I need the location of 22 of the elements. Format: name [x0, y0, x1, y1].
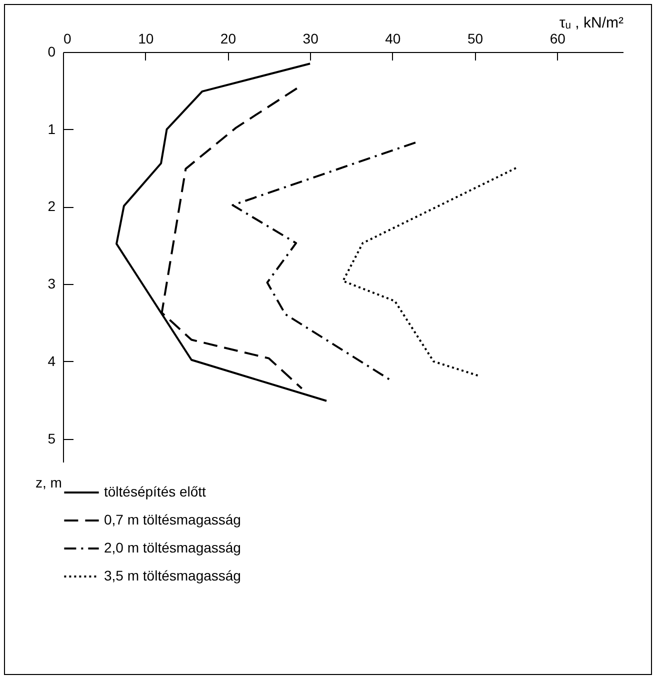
x-tick-label: 50	[467, 30, 484, 46]
y-tick-label: 2	[48, 198, 56, 214]
x-tick-label: 30	[302, 30, 319, 46]
line-series	[232, 142, 416, 380]
x-tick-label: 40	[385, 30, 401, 46]
y-tick-label: 1	[48, 120, 56, 137]
legend-label: 3,5 m töltésmagasság	[104, 568, 241, 584]
legend-label: 0,7 m töltésmagasság	[104, 512, 241, 528]
y-axis-title: z, m	[36, 474, 62, 490]
x-tick-label: 0	[64, 30, 72, 46]
legend-label: töltésépítés előtt	[104, 484, 206, 500]
line-series	[342, 167, 517, 378]
x-axis-title: τᵤ , kN/m²	[559, 14, 624, 32]
x-tick-label: 20	[220, 30, 236, 46]
x-tick-label: 60	[550, 30, 566, 46]
line-series	[160, 87, 303, 390]
y-tick-label: 0	[48, 44, 56, 60]
legend-label: 2,0 m töltésmagasság	[104, 540, 241, 556]
y-tick-label: 3	[48, 276, 56, 292]
x-tick-label: 10	[138, 30, 154, 46]
y-tick-label: 4	[48, 352, 56, 369]
y-tick-label: 5	[48, 430, 56, 446]
